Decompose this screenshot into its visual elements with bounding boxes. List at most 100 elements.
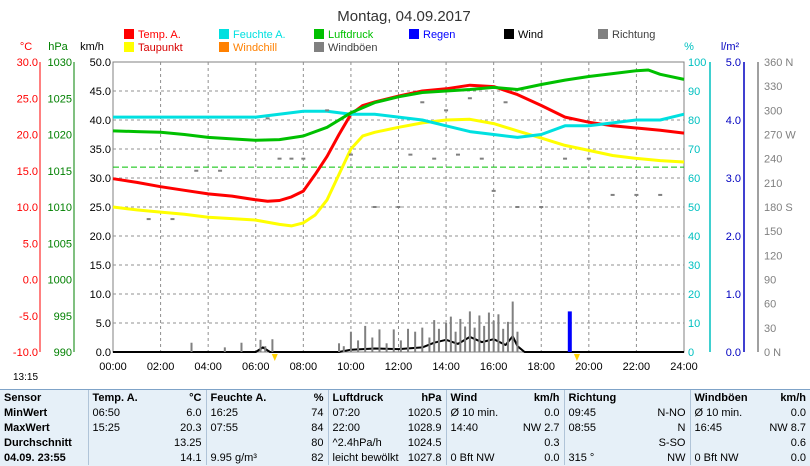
humidity-axis-unit: % xyxy=(684,41,694,53)
pressure-axis-tick-label: 1030 xyxy=(48,57,72,69)
richtung-point xyxy=(301,157,306,160)
stats-header-label: Luftdruck xyxy=(327,390,400,405)
x-axis: 00:00 02:00 04:00 06:00 08:00 10:00 12:00 14:00… xyxy=(99,361,698,372)
windb-en-bar xyxy=(240,342,243,352)
windb-en-bar xyxy=(454,331,457,352)
humidity-axis-tick-label: 80 xyxy=(688,115,700,127)
direction-axis-tick-label: 330 xyxy=(764,81,782,93)
feuchte-a--line xyxy=(113,109,685,139)
stats-cell-value: 0.0 xyxy=(544,406,560,419)
legend-label: Windchill xyxy=(233,42,277,54)
windb-en-bar xyxy=(449,316,452,352)
legend-swatch xyxy=(314,29,324,39)
richtung-point xyxy=(467,97,472,100)
stats-cell-value: 0.0 xyxy=(544,451,560,464)
stats-cell-detail: Ø 10 min. xyxy=(689,405,760,420)
stats-cell-value: 84 xyxy=(311,421,324,434)
direction-axis-tick-label: 0 N xyxy=(764,347,781,359)
stats-cell-detail: 15:25 xyxy=(87,420,160,435)
temp-axis-tick-label: 15.0 xyxy=(17,166,38,178)
time-marker xyxy=(271,354,278,361)
stats-cell-value: 1024.5 xyxy=(407,436,442,449)
stats-cell-detail: 0 Bft NW xyxy=(689,450,760,465)
wind-axis-tick-label: 10.0 xyxy=(90,289,111,301)
windb-en-bar xyxy=(473,327,476,352)
direction-axis-tick-label: 180 S xyxy=(764,202,793,214)
stats-cell-value: NW 8.7 xyxy=(769,421,806,434)
humidity-axis-tick-label: 60 xyxy=(688,173,700,185)
weather-chart: Montag, 04.09.2017 Temp. A. Feuchte A. Luf… xyxy=(13,8,796,372)
wind-axis-unit: km/h xyxy=(80,41,104,53)
x-tick-label: 04:00 xyxy=(194,361,222,372)
stats-header-unit: °C xyxy=(189,391,202,404)
humidity-axis-tick-label: 70 xyxy=(688,144,700,156)
windb-en-bar xyxy=(478,315,481,352)
stats-cell-detail: 14:40 xyxy=(445,420,510,435)
temp-axis-tick-label: 30.0 xyxy=(17,57,38,69)
richtung-point xyxy=(277,157,282,160)
stats-cell-value: N xyxy=(677,421,686,434)
temp-axis-tick-label: 10.0 xyxy=(17,202,38,214)
windb-en-bar xyxy=(487,312,490,352)
stats-row: 04.09. 23:55 14.1 9.95 g/m³ 82 leicht bewölk… xyxy=(0,450,810,465)
stats-cell-value: NW 2.7 xyxy=(522,421,560,434)
windb-en-bar xyxy=(392,329,395,352)
windb-en-bar xyxy=(399,340,402,352)
windb-en-bar xyxy=(259,339,262,352)
richtung-point xyxy=(515,206,520,208)
rain-axis-unit: l/m² xyxy=(721,41,740,53)
stats-cell-detail: 22:00 xyxy=(327,420,400,435)
windb-en-bar xyxy=(437,328,440,352)
x-tick-label: 22:00 xyxy=(623,361,651,372)
temp-axis-tick-label: 20.0 xyxy=(17,130,38,142)
x-tick-label: 08:00 xyxy=(290,361,318,372)
stats-cell-detail: 9.95 g/m³ xyxy=(205,450,288,465)
statistics-table: Sensor Temp. A. °C Feuchte A.% Luftdruck hPa W… xyxy=(0,389,810,466)
windb-en-bar xyxy=(497,314,500,352)
stats-row-label: MaxWert xyxy=(4,421,50,434)
richtung-point xyxy=(348,153,353,156)
direction-axis-tick-label: 210 xyxy=(764,178,782,190)
legend-label: Windböen xyxy=(328,42,378,54)
direction-axis-tick-label: 90 xyxy=(764,275,776,287)
rain-axis-tick-label: 2.0 xyxy=(726,231,741,243)
pressure-axis-tick-label: 995 xyxy=(54,311,72,323)
x-tick-label: 12:00 xyxy=(385,361,413,372)
windb-en-bar xyxy=(502,328,505,352)
windb-en-bar xyxy=(459,318,462,352)
humidity-axis-tick-label: 90 xyxy=(688,86,700,98)
richtung-point xyxy=(265,117,270,120)
richtung-point xyxy=(634,193,639,196)
richtung-point xyxy=(586,157,591,160)
richtung-point xyxy=(563,157,568,160)
humidity-axis-tick-label: 20 xyxy=(688,289,700,301)
richtung-point xyxy=(503,101,508,104)
direction-axis-tick-label: 360 N xyxy=(764,57,793,69)
windb-en-bar xyxy=(433,320,436,352)
wind-axis-tick-label: 45.0 xyxy=(90,86,111,98)
temp-axis-tick-label: 25.0 xyxy=(17,93,38,105)
pressure-axis-unit: hPa xyxy=(48,41,68,53)
stats-header-unit: km/h xyxy=(533,391,560,404)
windb-en-bar xyxy=(468,311,471,352)
stats-cell-detail: 16:25 xyxy=(205,405,288,420)
pressure-axis-tick-label: 1010 xyxy=(48,202,72,214)
richtung-point xyxy=(610,193,615,196)
stats-cell-value: 1027.8 xyxy=(407,451,442,464)
stats-cell-detail xyxy=(563,435,636,450)
legend-swatch xyxy=(124,29,134,39)
stats-header-label: Sensor xyxy=(4,391,42,404)
legend-swatch xyxy=(504,29,514,39)
stats-header-label: Richtung xyxy=(563,390,636,405)
windb-en-bar xyxy=(223,347,226,352)
stats-header-label: Wind xyxy=(445,390,510,405)
direction-axis-tick-label: 150 xyxy=(764,226,782,238)
direction-axis-tick-label: 270 W xyxy=(764,130,796,142)
legend-label: Wind xyxy=(518,29,543,41)
windb-en-bar xyxy=(378,329,381,352)
stats-cell-value: 14.1 xyxy=(180,451,202,464)
richtung-point xyxy=(455,153,460,156)
legend-label: Taupunkt xyxy=(138,42,183,54)
stats-cell-detail: 315 ° xyxy=(563,450,636,465)
stats-cell-detail xyxy=(87,450,160,465)
